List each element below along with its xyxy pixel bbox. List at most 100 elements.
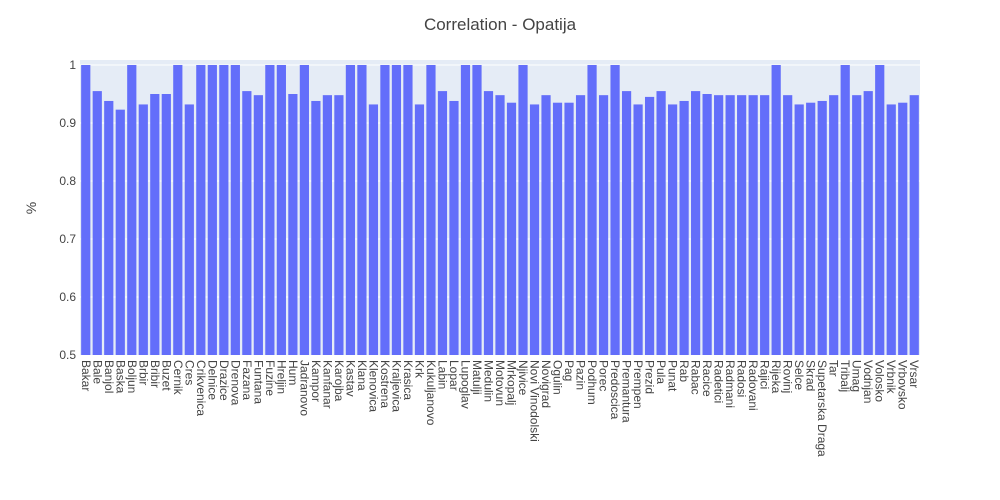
- x-tick-label: Jadranovo: [297, 360, 311, 416]
- x-tick-label: Radetici: [712, 360, 726, 403]
- bar: [472, 65, 482, 355]
- x-tick-label: Rab: [677, 360, 691, 382]
- bar: [299, 65, 309, 355]
- x-tick-label: Umag: [850, 360, 864, 392]
- x-tick-label: Pula: [654, 360, 668, 384]
- bar: [794, 104, 804, 355]
- bar: [449, 100, 459, 356]
- bar: [368, 104, 379, 355]
- bar: [196, 65, 206, 355]
- bar: [437, 91, 448, 355]
- bar: [691, 91, 701, 355]
- bar: [311, 100, 321, 356]
- bar: [288, 94, 298, 355]
- bar: [829, 95, 839, 355]
- x-tick-label: Bale: [90, 360, 104, 384]
- bar: [760, 95, 770, 355]
- x-tick-label: Klenovica: [366, 360, 380, 412]
- x-tick-label: Cernik: [171, 360, 185, 396]
- bar: [460, 65, 471, 355]
- y-tick-labels: 0.5 0.6 0.7 0.8 0.9 1: [59, 58, 76, 362]
- y-tick-label: 0.6: [59, 290, 76, 304]
- x-tick-label: Rovinj: [781, 360, 795, 393]
- x-tick-label: Labin: [435, 360, 449, 389]
- x-tick-label: Motovun: [493, 360, 507, 406]
- bar: [161, 94, 171, 355]
- bar: [403, 65, 413, 355]
- bar: [230, 65, 240, 355]
- x-tick-label: Kukuljanovo: [424, 360, 438, 426]
- bar: [426, 65, 436, 355]
- x-tick-label: Selce: [792, 360, 806, 390]
- y-tick-label: 1: [69, 58, 76, 72]
- x-tick-label: Novigrad: [539, 360, 553, 408]
- x-tick-label: Premantura: [620, 360, 634, 423]
- x-tick-label: Rijeka: [769, 360, 783, 394]
- bar: [552, 102, 563, 355]
- x-tick-label: Boljun: [125, 360, 139, 393]
- x-tick-label: Prempen: [631, 360, 645, 409]
- bar: [207, 65, 217, 355]
- x-tick-label: Vodnjan: [861, 360, 875, 403]
- bar: [115, 109, 125, 355]
- x-tick-label: Banjol: [102, 360, 116, 393]
- x-tick-label: Vrbnik: [884, 360, 898, 395]
- x-tick-label: Cres: [182, 360, 196, 385]
- bar: [541, 95, 551, 355]
- x-tick-label: Bribir: [148, 360, 162, 388]
- bar: [92, 91, 102, 355]
- bar: [886, 104, 896, 355]
- bar: [748, 95, 758, 355]
- bar: [345, 65, 356, 355]
- bar: [173, 65, 183, 355]
- x-tick-label: Drenova: [228, 360, 242, 406]
- bar: [598, 95, 609, 355]
- bar: [909, 95, 919, 355]
- x-tick-label: Vrsar: [907, 360, 921, 388]
- x-tick-label: Drazice: [217, 360, 231, 401]
- x-tick-label: Krasica: [401, 360, 415, 400]
- x-tick-label: Radovani: [746, 360, 760, 411]
- y-tick-label: 0.9: [59, 116, 76, 130]
- bar: [714, 95, 724, 355]
- bar: [276, 65, 286, 355]
- bars: [81, 65, 919, 356]
- bar: [184, 104, 194, 355]
- x-tick-label: Podhum: [585, 360, 599, 405]
- x-tick-label: Predoscica: [608, 360, 622, 420]
- x-tick-label: Kostrena: [378, 360, 392, 408]
- x-tick-label: Delnice: [205, 360, 219, 400]
- x-tick-label: Punat: [666, 360, 680, 392]
- x-tick-label: Bakar: [79, 360, 93, 391]
- x-tick-label: Prezid: [643, 360, 657, 394]
- x-tick-label: Medulin: [481, 360, 495, 402]
- bar: [725, 95, 735, 355]
- bar: [587, 65, 597, 355]
- bar: [219, 65, 229, 355]
- bar: [506, 102, 517, 355]
- x-tick-label: Baska: [113, 360, 127, 394]
- x-tick-label: Rabac: [689, 360, 703, 395]
- bar: [898, 102, 908, 355]
- y-tick-label: 0.8: [59, 174, 76, 188]
- x-tick-label: Fazana: [240, 360, 254, 400]
- x-tick-label: Racice: [700, 360, 714, 397]
- bar: [495, 95, 505, 355]
- x-tick-labels: BakarBaleBanjolBaskaBoljunBrbirBribirBuz…: [79, 360, 921, 457]
- x-tick-label: Novi Vinodolski: [528, 360, 542, 442]
- bar: [644, 96, 655, 356]
- bar: [104, 100, 114, 356]
- bar: [806, 102, 816, 355]
- bar: [840, 65, 850, 355]
- x-tick-label: Supetarska Draga: [815, 360, 829, 457]
- bar: [334, 95, 344, 355]
- x-tick-label: Klana: [355, 360, 369, 391]
- bar: [817, 100, 827, 356]
- bar: [265, 65, 275, 355]
- bar: [737, 95, 747, 355]
- x-tick-label: Pazin: [574, 360, 588, 390]
- x-tick-label: Porec: [597, 360, 611, 391]
- x-tick-label: Buzet: [159, 360, 173, 391]
- bar: [391, 65, 402, 355]
- bar: [863, 91, 873, 355]
